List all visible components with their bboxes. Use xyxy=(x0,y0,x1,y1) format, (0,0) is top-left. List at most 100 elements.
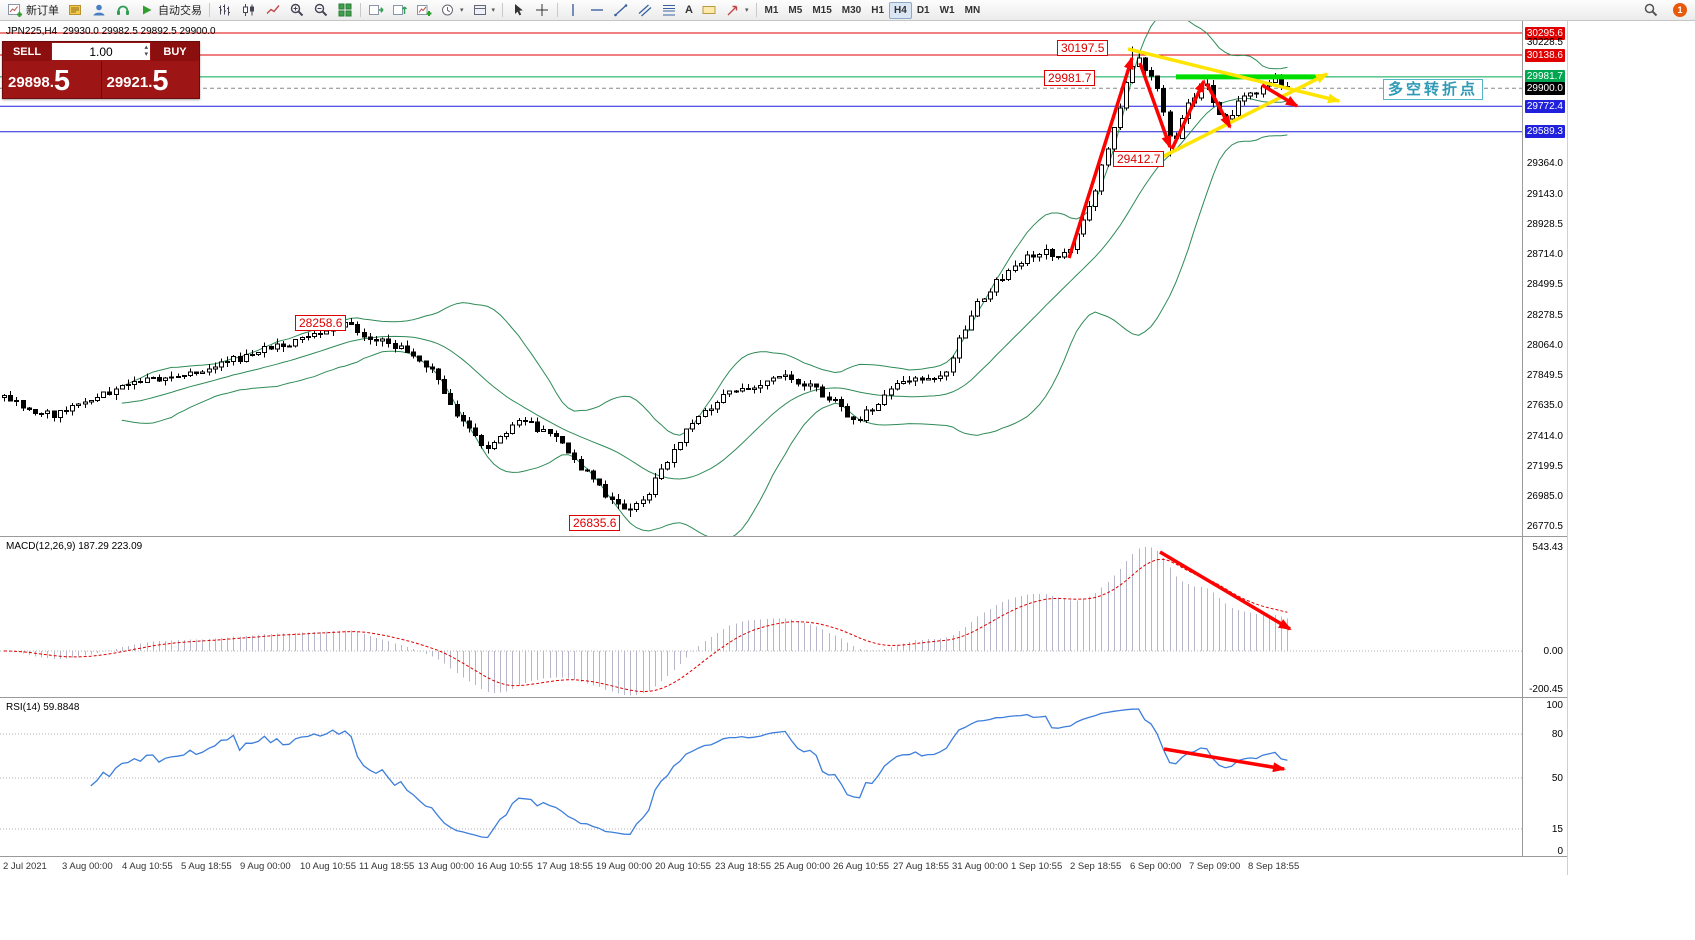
time-axis-label: 5 Aug 18:55 xyxy=(181,861,232,872)
line-chart-button[interactable] xyxy=(261,0,285,20)
data-window-button[interactable] xyxy=(87,0,111,20)
toolbar-separator xyxy=(755,3,757,17)
zoom-out-button[interactable] xyxy=(309,0,333,20)
zoom-in-button[interactable] xyxy=(285,0,309,20)
timeframe-mn[interactable]: MN xyxy=(964,4,981,16)
chevron-down-icon: ▾ xyxy=(491,7,496,14)
add-indicator-button[interactable] xyxy=(412,0,436,20)
fibonacci-button[interactable] xyxy=(657,0,681,20)
market-watch-button[interactable] xyxy=(63,0,87,20)
price-axis-label: 29143.0 xyxy=(1526,188,1563,200)
periods-button[interactable]: ▾ xyxy=(436,0,468,20)
arrows-tool-button[interactable]: ▾ xyxy=(721,0,753,20)
trendline-button[interactable] xyxy=(609,0,633,20)
channel-icon xyxy=(638,4,652,17)
timeframe-m5[interactable]: M5 xyxy=(788,4,803,16)
autotrade-play-icon xyxy=(143,5,152,15)
arrow-tool-icon xyxy=(727,5,738,16)
price-axis-label: 26770.5 xyxy=(1526,520,1563,532)
time-axis-label: 1 Sep 10:55 xyxy=(1011,861,1063,872)
tile-windows-button[interactable] xyxy=(333,0,357,20)
timeframe-h1[interactable]: H1 xyxy=(871,4,885,16)
time-axis-label: 8 Sep 18:55 xyxy=(1248,861,1300,872)
timeframe-w1[interactable]: W1 xyxy=(939,4,955,16)
market-watch-icon xyxy=(69,5,81,15)
timeframe-m1[interactable]: M1 xyxy=(764,4,779,16)
sell-price[interactable]: 29898. 5 xyxy=(3,61,101,98)
price-axis-label: 29364.0 xyxy=(1526,157,1563,169)
price-callout: 29412.7 xyxy=(1113,151,1165,167)
crosshair-icon xyxy=(536,4,549,16)
label-icon xyxy=(702,6,716,14)
chart-shift-button[interactable] xyxy=(388,0,412,20)
annotation-note: 多空转折点 xyxy=(1383,79,1484,100)
price-axis-label: 28928.5 xyxy=(1526,218,1563,230)
channel-button[interactable] xyxy=(633,0,657,20)
price-line-label: 29589.3 xyxy=(1524,125,1565,139)
price-axis-label: 27199.5 xyxy=(1526,460,1563,472)
main-price-panel xyxy=(0,21,1522,536)
one-click-trading-panel: SELL 1.00 ▴ ▾ BUY 29898. 5 29921. 5 xyxy=(2,41,200,99)
rsi-scale-label: 0 xyxy=(1557,845,1563,857)
time-axis-label: 27 Aug 18:55 xyxy=(893,861,949,872)
price-axis-label: 30228.5 xyxy=(1526,36,1563,48)
cursor-icon xyxy=(515,4,523,16)
auto-scroll-button[interactable] xyxy=(364,0,388,20)
text-tool-button[interactable]: A xyxy=(681,0,697,20)
drawn-objects-layer xyxy=(1067,47,1341,773)
support-button[interactable] xyxy=(111,0,135,20)
timeframe-m15[interactable]: M15 xyxy=(812,4,832,16)
timeframe-d1[interactable]: D1 xyxy=(916,4,930,16)
timeframe-h4[interactable]: H4 xyxy=(889,1,912,19)
time-axis-label: 11 Aug 18:55 xyxy=(359,861,415,872)
fibonacci-icon xyxy=(663,5,676,16)
price-callout: 26835.6 xyxy=(569,515,621,531)
timeframe-m30[interactable]: M30 xyxy=(841,4,862,16)
autotrade-button[interactable]: 自动交易 xyxy=(135,0,206,20)
toolbar-separator xyxy=(360,3,361,17)
vertical-line-button[interactable] xyxy=(561,0,585,20)
candlestick-chart-button[interactable] xyxy=(237,0,261,20)
stepper-up-icon[interactable]: ▴ xyxy=(144,44,148,51)
candlestick-icon xyxy=(243,4,254,16)
price-callout: 29981.7 xyxy=(1044,70,1096,86)
text-tool-icon: A xyxy=(685,4,693,16)
horizontal-line-button[interactable] xyxy=(585,0,609,20)
buy-price-big-digit: 5 xyxy=(152,65,169,97)
templates-button[interactable]: ▾ xyxy=(468,0,500,20)
symbol-ohlc-info: JPN225,H4 29930.0 29982.5 29892.5 29900.… xyxy=(6,26,216,37)
price-line-label: 30138.6 xyxy=(1524,48,1565,62)
toolbar-separator xyxy=(209,3,210,17)
bar-chart-button[interactable] xyxy=(213,0,237,20)
horizontal-line-icon xyxy=(591,9,604,11)
volume-stepper[interactable]: ▴ ▾ xyxy=(144,44,148,58)
notification-badge[interactable]: 1 xyxy=(1673,3,1687,17)
sell-price-big-digit: 5 xyxy=(53,65,71,97)
toolbar-separator xyxy=(502,3,504,17)
volume-input[interactable]: 1.00 ▴ ▾ xyxy=(52,43,150,60)
stepper-down-icon[interactable]: ▾ xyxy=(144,51,148,58)
price-axis-label: 27414.0 xyxy=(1526,430,1563,442)
buy-price[interactable]: 29921. 5 xyxy=(102,61,200,98)
time-axis-label: 9 Aug 00:00 xyxy=(240,861,291,872)
cursor-button[interactable] xyxy=(506,0,530,20)
crosshair-button[interactable] xyxy=(530,0,554,20)
sell-button[interactable]: SELL xyxy=(3,42,51,61)
new-order-icon xyxy=(8,4,22,17)
price-axis-label: 26985.0 xyxy=(1526,490,1563,502)
time-axis-label: 3 Aug 00:00 xyxy=(62,861,113,872)
buy-button[interactable]: BUY xyxy=(151,42,199,61)
auto-scroll-icon xyxy=(369,5,384,15)
macd-indicator-label: MACD(12,26,9) 187.29 223.09 xyxy=(6,541,143,552)
time-axis-label: 31 Aug 00:00 xyxy=(952,861,1008,872)
time-axis-label: 23 Aug 18:55 xyxy=(715,861,771,872)
line-chart-icon xyxy=(266,5,280,14)
price-line-label: 29900.0 xyxy=(1524,81,1565,95)
panel-divider xyxy=(100,61,102,98)
price-axis-label: 27849.5 xyxy=(1526,369,1563,381)
search-button[interactable] xyxy=(1639,0,1663,20)
label-tool-button[interactable] xyxy=(697,0,721,20)
new-order-button[interactable]: 新订单 xyxy=(3,0,63,20)
chevron-down-icon: ▾ xyxy=(460,7,464,14)
